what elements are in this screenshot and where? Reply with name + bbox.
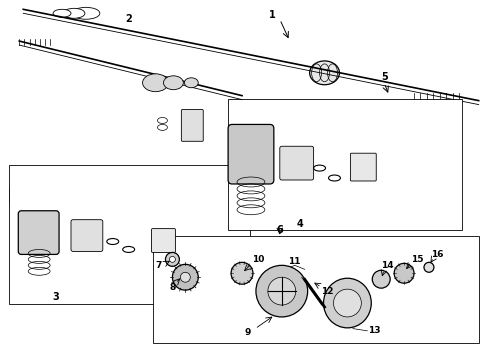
Ellipse shape: [256, 265, 308, 317]
FancyBboxPatch shape: [151, 229, 175, 252]
Text: 9: 9: [245, 328, 251, 337]
FancyBboxPatch shape: [350, 153, 376, 181]
Bar: [152, 235, 479, 343]
Ellipse shape: [63, 8, 85, 18]
Text: 11: 11: [289, 257, 301, 266]
Ellipse shape: [334, 289, 361, 317]
Ellipse shape: [170, 256, 175, 262]
Text: 10: 10: [252, 255, 264, 264]
Text: 8: 8: [169, 283, 175, 292]
Ellipse shape: [166, 252, 179, 266]
Text: 5: 5: [381, 72, 388, 82]
Bar: [9, 188, 242, 202]
FancyBboxPatch shape: [181, 109, 203, 141]
FancyBboxPatch shape: [280, 146, 314, 180]
Ellipse shape: [268, 277, 295, 305]
Ellipse shape: [72, 7, 100, 19]
Ellipse shape: [53, 9, 71, 17]
Text: 15: 15: [411, 255, 423, 264]
Text: 1: 1: [269, 10, 275, 20]
Bar: [9, 165, 250, 304]
Text: 12: 12: [321, 287, 334, 296]
Ellipse shape: [372, 270, 390, 288]
Text: 2: 2: [125, 14, 132, 24]
Text: 14: 14: [381, 261, 393, 270]
Text: 13: 13: [368, 326, 381, 335]
Ellipse shape: [394, 264, 414, 283]
Text: 4: 4: [296, 219, 303, 229]
Text: 16: 16: [431, 250, 443, 259]
FancyBboxPatch shape: [18, 211, 59, 255]
Ellipse shape: [172, 264, 198, 290]
Ellipse shape: [180, 272, 190, 282]
Ellipse shape: [143, 74, 169, 92]
FancyBboxPatch shape: [228, 125, 274, 184]
Text: 7: 7: [155, 261, 162, 270]
Ellipse shape: [164, 76, 183, 90]
Ellipse shape: [323, 278, 371, 328]
Text: 6: 6: [276, 225, 283, 235]
Bar: [228, 99, 462, 230]
FancyBboxPatch shape: [71, 220, 103, 251]
Ellipse shape: [424, 262, 434, 272]
Ellipse shape: [310, 61, 340, 85]
Ellipse shape: [184, 78, 198, 88]
Text: 3: 3: [53, 292, 59, 302]
Ellipse shape: [231, 262, 253, 284]
